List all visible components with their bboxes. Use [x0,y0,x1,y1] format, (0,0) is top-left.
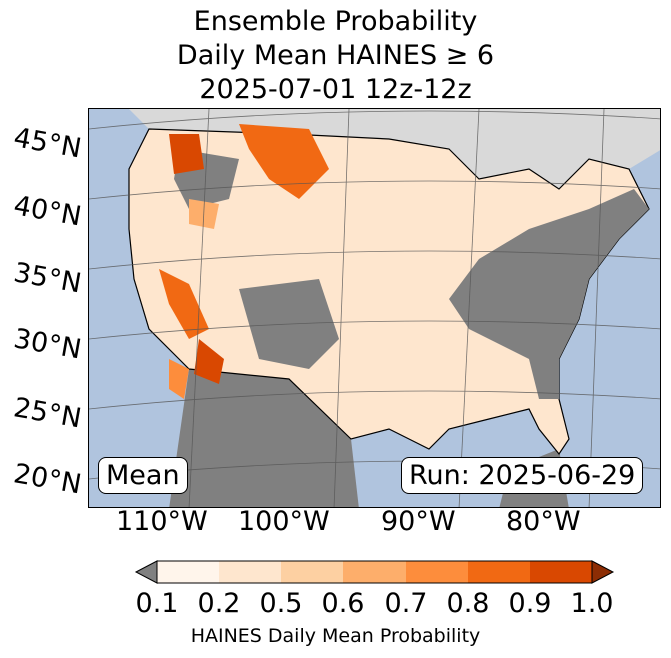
california-high-prob [159,269,209,339]
colorbar-outline [156,560,593,584]
baja-medium-prob [169,359,189,399]
lon-label-90: 90°W [381,506,456,537]
colorbar-tick-6: 0.9 [508,588,552,619]
colorbar-bin-1 [157,561,219,583]
map-panel [88,108,661,508]
colorbar-bin-2 [219,561,281,583]
lon-label-80: 80°W [506,506,581,537]
mexico-landmass [169,369,359,507]
conus-landmass [128,128,650,456]
lat-label-30: 30°N [11,323,84,366]
title-line-2: Daily Mean HAINES ≥ 6 [176,40,495,71]
lon-label-100: 100°W [238,506,330,537]
colorbar-tick-5: 0.8 [446,588,490,619]
colorbar-bin-3 [281,561,343,583]
title-line-3: 2025-07-01 12z-12z [199,74,472,105]
lat-label-40: 40°N [11,190,84,233]
washington-high-prob [169,134,204,174]
colorbar-bin-5 [406,561,468,583]
colorbar-bin-6 [468,561,530,583]
colorbar-tick-4: 0.7 [384,588,428,619]
colorbar-under-triangle [134,560,158,584]
colorbar-tick-0: 0.1 [135,588,179,619]
lat-label-25: 25°N [11,392,84,435]
idaho-montana-high-prob [239,124,329,199]
lat-label-35: 35°N [11,257,84,300]
colorbar-tick-3: 0.6 [321,588,365,619]
colorbar-label: HAINES Daily Mean Probability [190,625,481,647]
lon-label-110: 110°W [116,506,208,537]
graticule [89,109,660,507]
colorbar-bin-7 [530,561,592,583]
colorbar-tick-1: 0.2 [197,588,241,619]
run-date-box: Run: 2025-06-29 [401,457,644,494]
lat-label-45: 45°N [11,122,84,165]
map-canvas [89,109,660,507]
colorbar-tick-2: 0.5 [259,588,303,619]
stat-box: Mean [98,457,188,494]
lat-label-20: 20°N [11,458,84,501]
colorbar-over-triangle [591,560,615,584]
colorbar-bin-4 [343,561,406,583]
title-line-1: Ensemble Probability [193,6,478,37]
colorbar-tick-7: 1.0 [570,588,614,619]
arizona-high-prob [194,339,224,384]
